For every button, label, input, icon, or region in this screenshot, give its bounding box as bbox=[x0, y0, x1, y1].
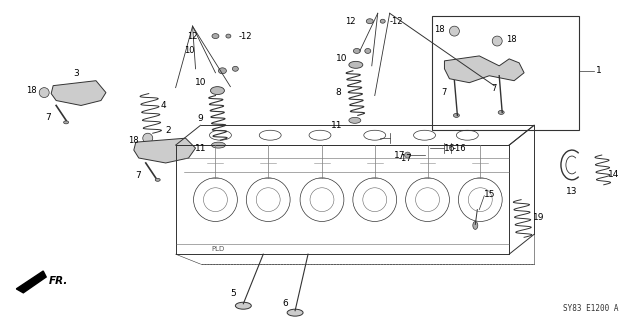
Ellipse shape bbox=[380, 19, 385, 23]
Polygon shape bbox=[445, 56, 524, 83]
Ellipse shape bbox=[454, 113, 459, 117]
Circle shape bbox=[450, 26, 459, 36]
Polygon shape bbox=[51, 81, 106, 106]
Text: 18: 18 bbox=[26, 86, 36, 95]
Ellipse shape bbox=[365, 48, 371, 53]
Text: 6: 6 bbox=[282, 299, 288, 308]
Text: 10: 10 bbox=[184, 46, 195, 55]
Text: 19: 19 bbox=[533, 213, 545, 222]
Text: 7: 7 bbox=[442, 88, 447, 97]
Text: FR.: FR. bbox=[49, 276, 69, 286]
Ellipse shape bbox=[233, 66, 238, 71]
Text: 11: 11 bbox=[195, 144, 206, 153]
Text: 7: 7 bbox=[492, 84, 497, 93]
Text: -17: -17 bbox=[399, 154, 412, 163]
Ellipse shape bbox=[64, 121, 69, 124]
Text: 7: 7 bbox=[135, 172, 141, 180]
Ellipse shape bbox=[287, 309, 303, 316]
Text: -12: -12 bbox=[390, 17, 403, 26]
Text: 10: 10 bbox=[336, 54, 348, 63]
Text: -12: -12 bbox=[239, 32, 252, 41]
Text: 18: 18 bbox=[506, 35, 517, 44]
Ellipse shape bbox=[212, 34, 219, 39]
Text: 12: 12 bbox=[187, 32, 198, 41]
Text: 3: 3 bbox=[73, 69, 79, 78]
Ellipse shape bbox=[211, 142, 225, 148]
Ellipse shape bbox=[210, 87, 224, 95]
Circle shape bbox=[404, 152, 411, 158]
Text: 7: 7 bbox=[45, 113, 51, 122]
Ellipse shape bbox=[473, 221, 478, 229]
Text: 17: 17 bbox=[394, 150, 405, 160]
Bar bbox=[431, 16, 579, 130]
Text: 10: 10 bbox=[195, 78, 206, 87]
Polygon shape bbox=[134, 138, 196, 163]
Text: 1: 1 bbox=[596, 66, 602, 75]
Ellipse shape bbox=[349, 117, 361, 123]
Text: 13: 13 bbox=[566, 187, 578, 196]
Text: 12: 12 bbox=[345, 17, 355, 26]
Circle shape bbox=[39, 88, 49, 98]
Ellipse shape bbox=[366, 19, 373, 24]
Text: 14: 14 bbox=[608, 170, 619, 180]
Text: 15: 15 bbox=[483, 190, 495, 199]
Ellipse shape bbox=[498, 110, 505, 114]
Text: PLD: PLD bbox=[212, 246, 225, 252]
Text: 8: 8 bbox=[335, 88, 341, 97]
Text: 9: 9 bbox=[197, 114, 203, 123]
Polygon shape bbox=[17, 271, 47, 293]
Circle shape bbox=[492, 36, 502, 46]
Text: 18: 18 bbox=[129, 136, 139, 145]
Text: 18: 18 bbox=[434, 25, 445, 34]
Text: 11: 11 bbox=[331, 121, 343, 130]
Text: -16: -16 bbox=[452, 144, 466, 153]
Ellipse shape bbox=[349, 61, 363, 68]
Text: 2: 2 bbox=[166, 126, 171, 135]
Ellipse shape bbox=[218, 68, 226, 74]
Text: 16: 16 bbox=[444, 144, 455, 153]
Text: SY83 E1200 A: SY83 E1200 A bbox=[563, 304, 619, 313]
Text: 5: 5 bbox=[231, 289, 236, 298]
Text: 4: 4 bbox=[161, 101, 166, 110]
Ellipse shape bbox=[354, 48, 361, 53]
Ellipse shape bbox=[235, 302, 251, 309]
Ellipse shape bbox=[226, 34, 231, 38]
Ellipse shape bbox=[155, 178, 160, 181]
Circle shape bbox=[143, 133, 153, 143]
